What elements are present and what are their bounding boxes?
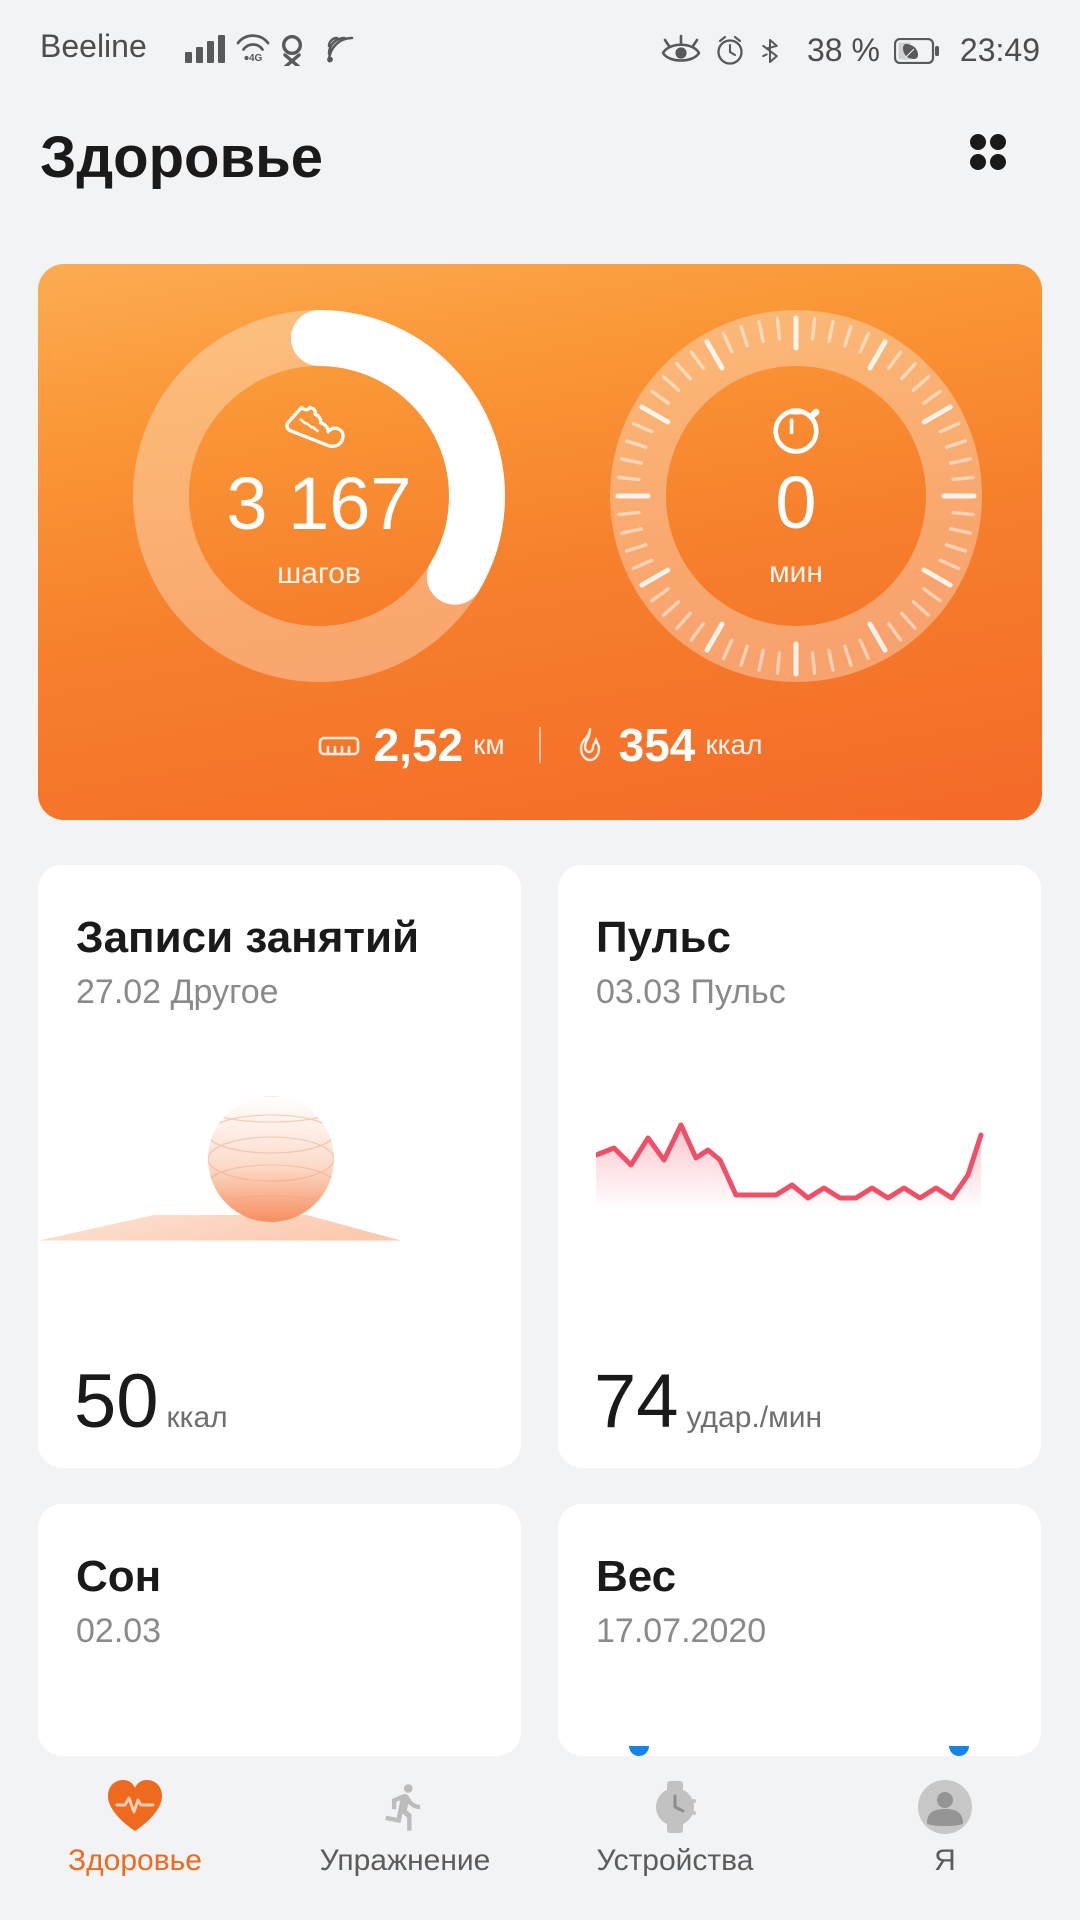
svg-text:4G: 4G [249, 53, 263, 64]
